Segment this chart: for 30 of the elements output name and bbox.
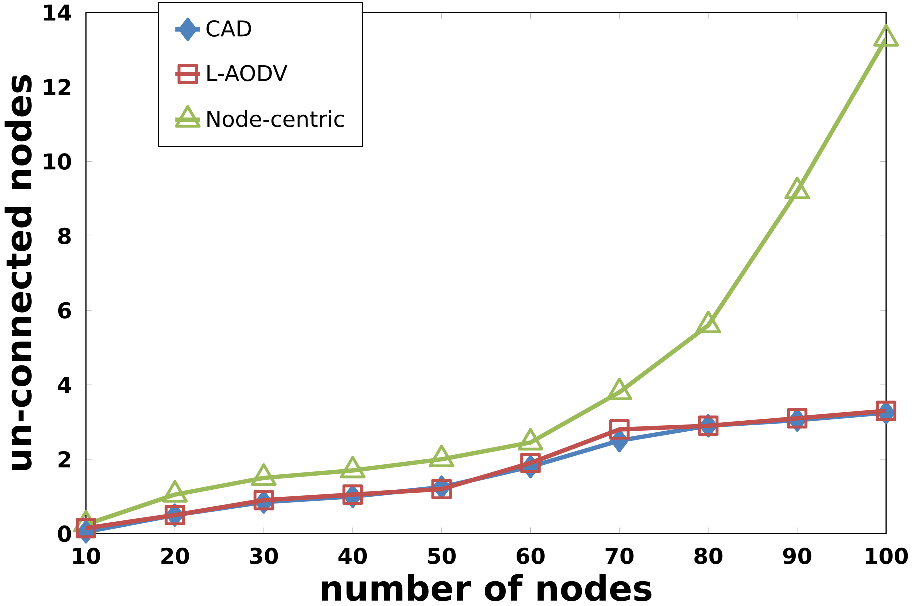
y-tick-label: 2 — [58, 451, 70, 468]
legend-label: CAD — [206, 20, 252, 37]
x-tick-label: 40 — [338, 548, 368, 564]
x-tick-label: 70 — [606, 548, 634, 564]
x-tick-label: 30 — [250, 548, 278, 564]
point — [76, 518, 96, 538]
point — [609, 419, 630, 440]
point — [784, 176, 810, 200]
legend-label: L-AODV — [208, 64, 288, 82]
x-tick-label: 10 — [73, 548, 100, 564]
y-axis-title: un-connected nodes — [4, 75, 32, 470]
x-tick-label: 50 — [428, 548, 456, 564]
x-tick-label: 20 — [162, 548, 190, 564]
point — [520, 452, 541, 474]
y-tick-label: 6 — [58, 302, 72, 319]
point — [432, 478, 452, 500]
point — [874, 24, 900, 47]
point — [342, 484, 364, 505]
x-tick-label: 60 — [516, 548, 545, 564]
x-tick-label: 100 — [866, 548, 908, 564]
x-tick-label: 90 — [783, 548, 812, 564]
x-tick-label: 80 — [694, 548, 723, 564]
y-tick-label: 4 — [58, 376, 72, 393]
y-tick-label: 0 — [58, 526, 72, 542]
y-tick-label: 8 — [58, 228, 71, 244]
legend-label: Node-centric — [208, 110, 344, 128]
y-tick-label: 14 — [44, 4, 72, 21]
x-axis-title: number of nodes — [322, 574, 652, 602]
y-tick-label: 12 — [44, 79, 70, 96]
y-tick-label: 10 — [44, 153, 72, 170]
